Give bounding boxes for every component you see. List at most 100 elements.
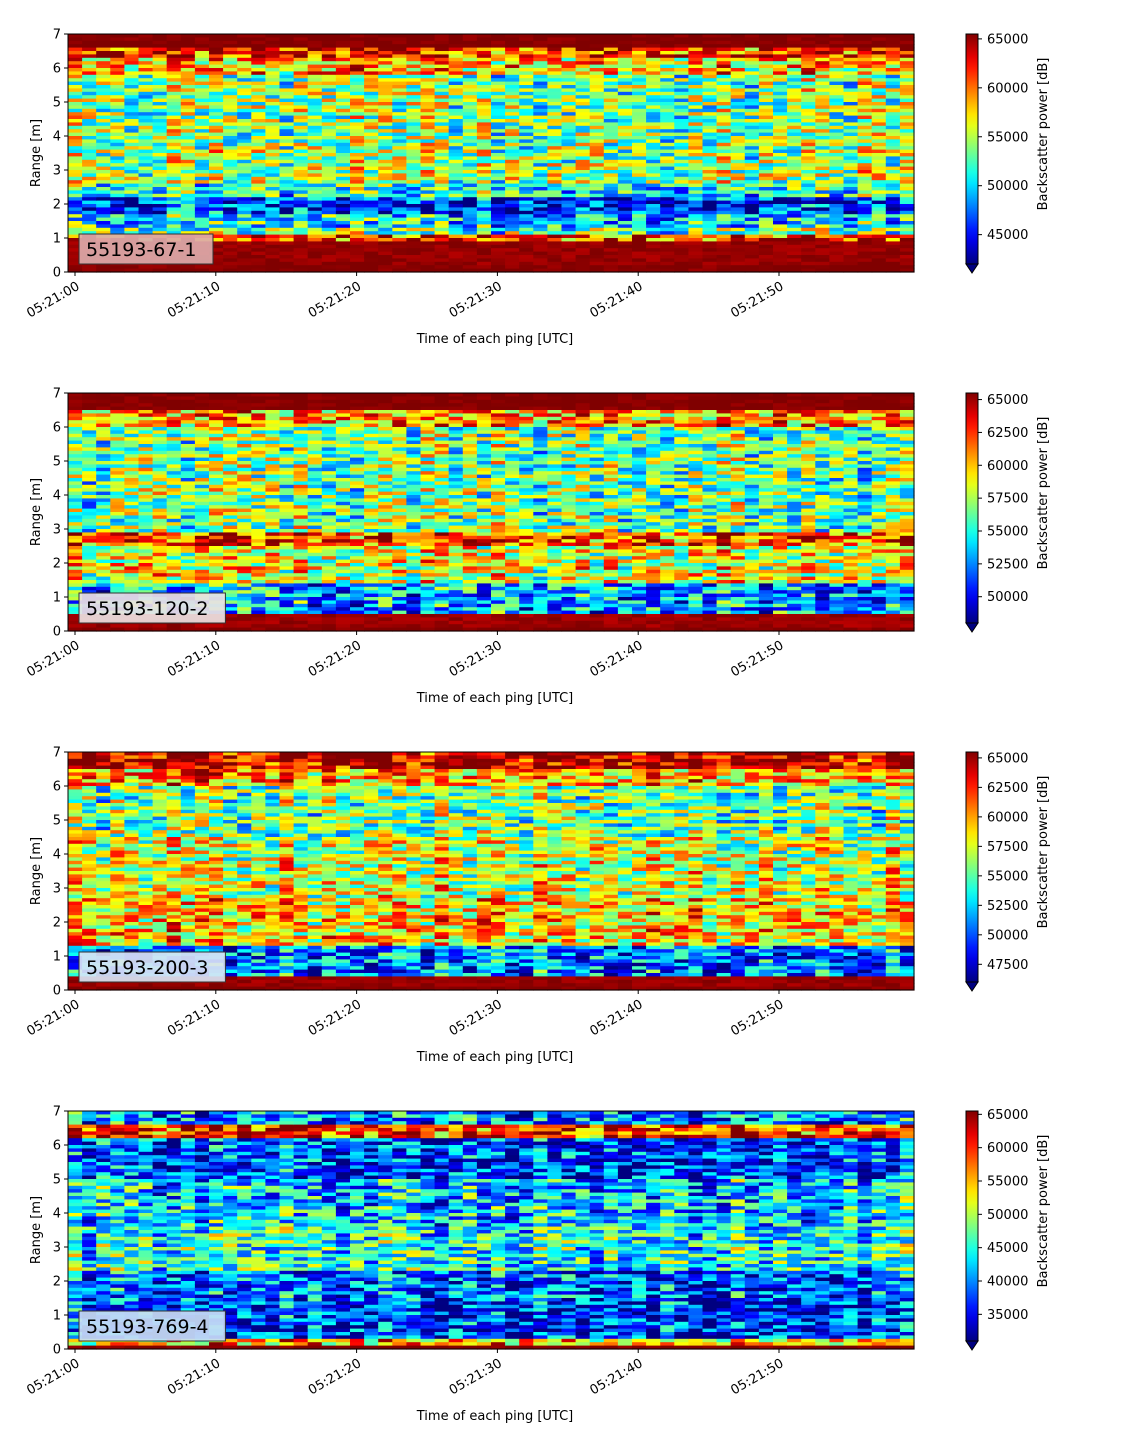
heatmap-cell — [335, 180, 351, 185]
heatmap-cell — [335, 88, 351, 93]
heatmap-cell — [237, 180, 252, 185]
heatmap-cell — [632, 241, 647, 246]
heatmap-cell — [180, 91, 196, 96]
heatmap-cell — [293, 85, 309, 89]
heatmap-cell — [462, 224, 478, 229]
heatmap-cell — [209, 132, 224, 137]
heatmap-cell — [223, 95, 238, 100]
heatmap-cell — [209, 173, 224, 178]
heatmap-cell — [82, 146, 97, 151]
heatmap-cell — [462, 173, 478, 178]
heatmap-cell — [434, 173, 450, 178]
heatmap-cell — [448, 214, 464, 219]
heatmap-cell — [209, 44, 224, 49]
heatmap-cell — [152, 78, 168, 83]
heatmap-cell — [166, 37, 182, 42]
heatmap-cell — [406, 139, 422, 144]
heatmap-cell — [364, 57, 379, 62]
heatmap-cell — [801, 231, 816, 236]
heatmap-cell — [138, 47, 154, 52]
heatmap-cell — [350, 221, 365, 225]
heatmap-cell — [237, 88, 252, 93]
heatmap-cell — [519, 224, 534, 229]
heatmap-cell — [194, 217, 210, 222]
heatmap-cell — [110, 40, 125, 45]
heatmap-cell — [758, 146, 774, 151]
heatmap-cell — [646, 224, 661, 229]
heatmap-cell — [223, 238, 238, 242]
heatmap-cell — [209, 122, 224, 127]
heatmap-cell — [166, 156, 182, 161]
heatmap-cell — [223, 207, 238, 212]
heatmap-cell — [575, 156, 591, 161]
heatmap-cell — [110, 163, 125, 168]
heatmap-cell — [96, 44, 111, 49]
heatmap-cell — [801, 156, 816, 161]
heatmap-cell — [857, 129, 873, 134]
heatmap-cell — [251, 47, 266, 52]
heatmap-cell — [223, 115, 238, 120]
heatmap-cell — [674, 180, 689, 185]
heatmap-cell — [575, 139, 591, 144]
heatmap-cell — [237, 105, 252, 110]
heatmap-cell — [180, 112, 196, 117]
heatmap-cell — [603, 261, 619, 266]
heatmap-cell — [138, 450, 154, 455]
heatmap-cell — [533, 241, 548, 246]
heatmap-cell — [82, 268, 97, 273]
heatmap-cell — [321, 187, 337, 191]
heatmap-cell — [152, 176, 168, 181]
heatmap-cell — [307, 234, 323, 239]
heatmap-cell — [223, 125, 238, 130]
heatmap-cell — [801, 248, 816, 253]
heatmap-cell — [194, 166, 210, 171]
heatmap-cell — [364, 64, 379, 69]
heatmap-cell — [152, 81, 168, 86]
heatmap-cell — [378, 176, 393, 181]
heatmap-cell — [265, 231, 281, 236]
heatmap-cell — [110, 231, 125, 236]
heatmap-cell — [505, 139, 520, 144]
heatmap-cell — [293, 78, 309, 83]
heatmap-cell — [293, 170, 309, 174]
heatmap-cell — [166, 210, 182, 215]
heatmap-cell — [335, 125, 351, 130]
heatmap-cell — [857, 163, 873, 168]
heatmap-cell — [166, 173, 182, 178]
heatmap-cell — [561, 241, 577, 246]
heatmap-cell — [194, 105, 210, 110]
heatmap-cell — [265, 71, 281, 76]
heatmap-cell — [279, 81, 295, 86]
heatmap-cell — [519, 146, 534, 151]
heatmap-cell — [124, 450, 140, 455]
heatmap-cell — [265, 265, 281, 270]
heatmap-cell — [138, 501, 154, 506]
heatmap-cell — [617, 139, 633, 144]
heatmap-cell — [279, 231, 295, 236]
heatmap-cell — [265, 153, 281, 157]
heatmap-cell — [68, 115, 83, 120]
heatmap-cell — [152, 231, 168, 236]
heatmap-cell — [364, 125, 379, 130]
heatmap-cell — [702, 156, 718, 161]
heatmap-cell — [787, 197, 802, 202]
heatmap-cell — [321, 261, 337, 266]
heatmap-cell — [180, 95, 196, 100]
heatmap-cell — [68, 214, 83, 219]
heatmap-cell — [491, 156, 506, 161]
heatmap-cell — [265, 40, 281, 45]
heatmap-cell — [138, 227, 154, 232]
heatmap-cell — [843, 241, 859, 246]
heatmap-cell — [180, 44, 196, 49]
heatmap-cell — [68, 224, 83, 229]
heatmap-cell — [124, 115, 140, 120]
heatmap-cell — [180, 197, 196, 202]
heatmap-cell — [321, 81, 337, 86]
heatmap-cell — [293, 74, 309, 79]
heatmap-cell — [279, 176, 295, 181]
heatmap-cell — [350, 129, 365, 134]
heatmap-cell — [166, 91, 182, 96]
heatmap-cell — [378, 159, 393, 164]
heatmap-cell — [265, 85, 281, 89]
heatmap-cell — [335, 142, 351, 147]
